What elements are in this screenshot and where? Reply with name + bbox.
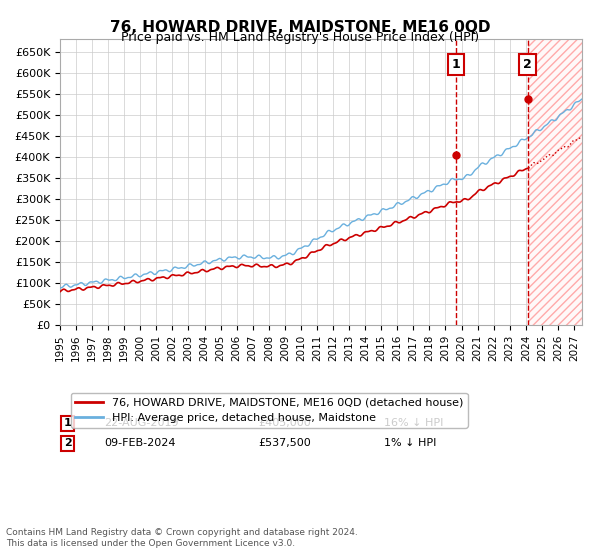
Text: 76, HOWARD DRIVE, MAIDSTONE, ME16 0QD: 76, HOWARD DRIVE, MAIDSTONE, ME16 0QD	[110, 20, 490, 35]
Text: 2: 2	[64, 438, 72, 449]
Text: 1% ↓ HPI: 1% ↓ HPI	[383, 438, 436, 449]
Text: Price paid vs. HM Land Registry's House Price Index (HPI): Price paid vs. HM Land Registry's House …	[121, 31, 479, 44]
Text: 1: 1	[451, 58, 460, 71]
Text: £537,500: £537,500	[259, 438, 311, 449]
Text: 22-AUG-2019: 22-AUG-2019	[104, 418, 179, 428]
Legend: 76, HOWARD DRIVE, MAIDSTONE, ME16 0QD (detached house), HPI: Average price, deta: 76, HOWARD DRIVE, MAIDSTONE, ME16 0QD (d…	[71, 393, 468, 428]
Text: Contains HM Land Registry data © Crown copyright and database right 2024.
This d: Contains HM Land Registry data © Crown c…	[6, 528, 358, 548]
Text: 09-FEB-2024: 09-FEB-2024	[104, 438, 176, 449]
Bar	[527, 39, 582, 325]
Text: 2: 2	[523, 58, 532, 71]
Text: 16% ↓ HPI: 16% ↓ HPI	[383, 418, 443, 428]
Text: £405,000: £405,000	[259, 418, 311, 428]
Text: 1: 1	[64, 418, 72, 428]
